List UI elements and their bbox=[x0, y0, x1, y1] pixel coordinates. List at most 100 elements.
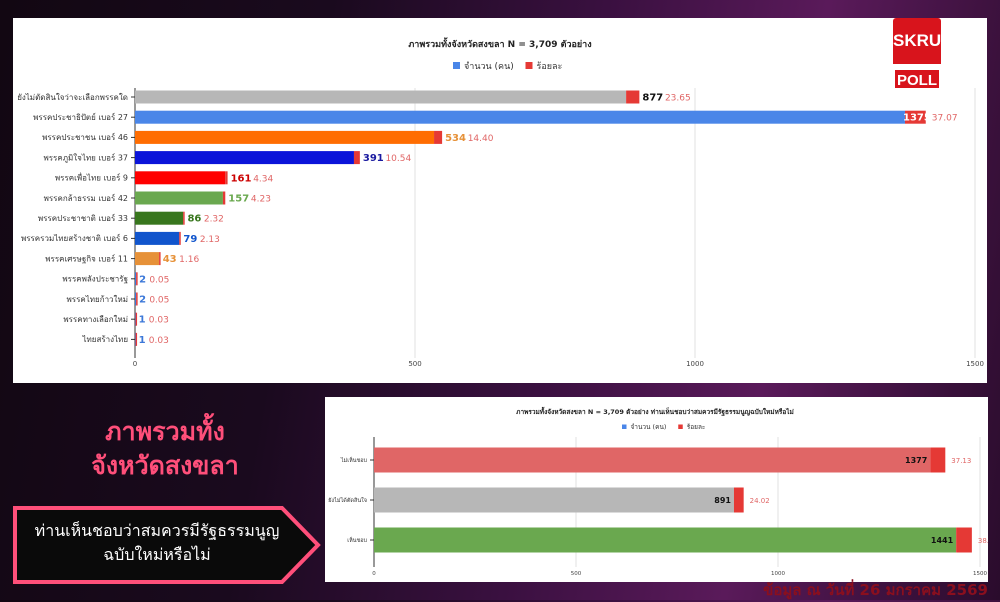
constitution-chart: ภาพรวมทั้งจังหวัดสงขลา N = 3,709 ตัวอย่า… bbox=[328, 406, 988, 577]
category-label: พรรคเพื่อไทย เบอร์ 9 bbox=[55, 172, 128, 183]
x-tick-label: 0 bbox=[133, 360, 137, 368]
value-label-percent: 0.05 bbox=[149, 275, 169, 285]
data-date-footer: ข้อมูล ณ วันที่ 26 มกราคม 2569 bbox=[763, 581, 988, 599]
legend-swatch bbox=[622, 424, 627, 429]
value-label-count: 157 bbox=[228, 194, 249, 205]
category-label: ยังไม่ได้ตัดสินใจ bbox=[328, 497, 367, 504]
bar-percent bbox=[733, 487, 744, 513]
constitution-chart-panel: ภาพรวมทั้งจังหวัดสงขลา N = 3,709 ตัวอย่า… bbox=[325, 397, 988, 582]
category-label: ยังไม่ตัดสินใจว่าจะเลือกพรรคใด bbox=[17, 93, 128, 102]
bar-count bbox=[135, 151, 354, 165]
x-tick-label: 1000 bbox=[686, 360, 704, 368]
value-label-percent: 2.32 bbox=[204, 215, 224, 225]
category-label: พรรคภูมิใจไทย เบอร์ 37 bbox=[43, 152, 128, 163]
bar-count bbox=[135, 292, 137, 306]
value-label-percent: 1.16 bbox=[179, 255, 199, 265]
value-label-percent: 14.40 bbox=[468, 134, 494, 144]
bar-percent bbox=[225, 171, 228, 185]
value-label-percent: 10.54 bbox=[385, 154, 411, 164]
value-label-count: 2 bbox=[139, 274, 146, 285]
bar-percent bbox=[136, 272, 138, 286]
value-label-percent: 2.13 bbox=[200, 235, 220, 245]
category-label: พรรคพลังประชารัฐ bbox=[62, 275, 128, 284]
legend-label: จำนวน (คน) bbox=[631, 423, 667, 431]
bar-percent bbox=[956, 527, 972, 553]
value-label-count: 877 bbox=[642, 93, 663, 104]
category-label: พรรคเศรษฐกิจ เบอร์ 11 bbox=[45, 253, 128, 263]
bar-count bbox=[135, 130, 435, 144]
legend-label: ร้อยละ bbox=[687, 423, 706, 431]
value-label-percent: 38.85 bbox=[978, 537, 988, 545]
category-label: พรรคกล้าธรรม เบอร์ 42 bbox=[44, 193, 128, 203]
bar-percent bbox=[434, 130, 443, 144]
bar-percent bbox=[159, 252, 161, 266]
bar-count bbox=[135, 191, 223, 205]
value-label-count: 891 bbox=[714, 496, 731, 505]
x-tick-label: 500 bbox=[571, 571, 582, 577]
bar-count bbox=[135, 252, 160, 266]
value-label-percent: 24.02 bbox=[750, 497, 770, 505]
bar-count bbox=[374, 447, 931, 473]
value-label-percent: 0.05 bbox=[149, 296, 169, 306]
value-label-count: 1375 bbox=[903, 113, 931, 124]
bar-count bbox=[135, 231, 180, 245]
bar-count bbox=[135, 272, 137, 286]
x-tick-label: 0 bbox=[372, 571, 376, 577]
value-label-count: 86 bbox=[187, 214, 201, 225]
bar-percent bbox=[930, 447, 946, 473]
value-label-percent: 4.34 bbox=[253, 174, 273, 184]
party-chart: ภาพรวมทั้งจังหวัดสงขลา N = 3,709 ตัวอย่า… bbox=[17, 37, 984, 368]
value-label-percent: 37.07 bbox=[932, 114, 958, 124]
value-label-count: 2 bbox=[139, 295, 146, 306]
legend-swatch bbox=[678, 424, 683, 429]
category-label: พรรคไทยก้าวใหม่ bbox=[67, 295, 128, 304]
value-label-count: 161 bbox=[231, 173, 252, 184]
bar-percent bbox=[179, 231, 181, 245]
value-label-percent: 0.03 bbox=[149, 336, 169, 346]
logo-bottom-text: POLL bbox=[893, 68, 941, 90]
category-label: พรรคทางเลือกใหม่ bbox=[63, 315, 128, 324]
x-tick-label: 500 bbox=[408, 360, 421, 368]
x-tick-label: 1000 bbox=[771, 571, 785, 577]
legend-label: ร้อยละ bbox=[537, 61, 563, 72]
bar-percent bbox=[905, 110, 926, 124]
value-label-count: 79 bbox=[183, 234, 197, 245]
bar-count bbox=[135, 211, 184, 225]
chart-title: ภาพรวมทั้งจังหวัดสงขลา N = 3,709 ตัวอย่า… bbox=[516, 406, 794, 417]
bar-percent bbox=[183, 211, 185, 225]
legend-label: จำนวน (คน) bbox=[464, 61, 514, 72]
bar-percent bbox=[222, 191, 226, 205]
bar-count bbox=[135, 332, 136, 346]
bar-percent bbox=[135, 312, 138, 326]
value-label-count: 1441 bbox=[931, 536, 954, 545]
value-label-count: 1 bbox=[139, 335, 146, 346]
value-label-count: 391 bbox=[363, 153, 384, 164]
category-label: พรรคประชาธิปัตย์ เบอร์ 27 bbox=[33, 112, 128, 122]
question-box: ท่านเห็นชอบว่าสมควรมีรัฐธรรมนูญฉบับใหม่ห… bbox=[12, 505, 322, 585]
bar-percent bbox=[136, 292, 138, 306]
category-label: พรรคประชาชน เบอร์ 46 bbox=[42, 132, 128, 142]
category-label: พรรครวมไทยสร้างชาติ เบอร์ 6 bbox=[21, 233, 128, 243]
category-label: ไทยสร้างไทย bbox=[81, 335, 128, 344]
category-label: เห็นชอบ bbox=[347, 536, 367, 544]
bar-count bbox=[374, 527, 957, 553]
category-label: พรรคประชาชาติ เบอร์ 33 bbox=[38, 213, 128, 223]
value-label-count: 43 bbox=[163, 254, 177, 265]
legend-swatch bbox=[453, 62, 460, 69]
x-tick-label: 1500 bbox=[966, 360, 984, 368]
skru-poll-logo: SKRU POLL bbox=[893, 18, 941, 92]
bar-count bbox=[135, 171, 226, 185]
value-label-percent: 0.03 bbox=[149, 316, 169, 326]
party-chart-panel: ภาพรวมทั้งจังหวัดสงขลา N = 3,709 ตัวอย่า… bbox=[13, 18, 987, 383]
question-text: ท่านเห็นชอบว่าสมควรมีรัฐธรรมนูญฉบับใหม่ห… bbox=[34, 521, 280, 564]
value-label-count: 1377 bbox=[905, 456, 927, 465]
value-label-percent: 4.23 bbox=[251, 195, 271, 205]
value-label-count: 1 bbox=[139, 315, 146, 326]
legend-swatch bbox=[525, 62, 533, 69]
arrow-frame-icon bbox=[13, 506, 321, 584]
bar-count bbox=[135, 90, 627, 104]
bar-percent bbox=[626, 90, 640, 104]
value-label-percent: 37.13 bbox=[951, 457, 971, 465]
bar-percent bbox=[135, 332, 138, 346]
headline: ภาพรวมทั้ง จังหวัดสงขลา bbox=[60, 415, 270, 483]
